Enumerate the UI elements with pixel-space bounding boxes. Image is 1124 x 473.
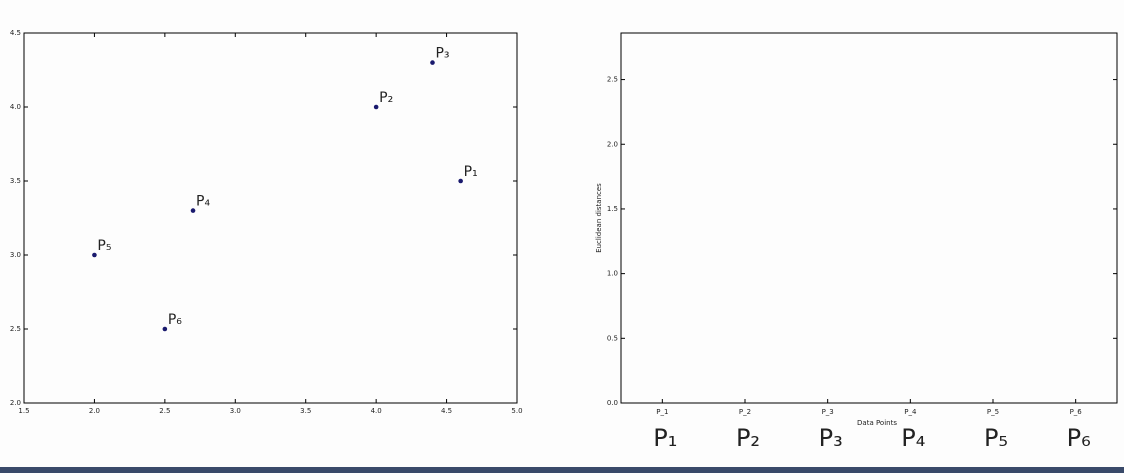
big-label: P₅ xyxy=(984,424,1008,452)
x-tick-label: 4.0 xyxy=(371,407,382,415)
y-tick-label: 4.0 xyxy=(10,103,21,111)
x-tick-label: P_6 xyxy=(1070,408,1083,416)
y-tick-label: 3.0 xyxy=(10,251,21,259)
y-tick-label: 0.0 xyxy=(607,399,618,407)
x-tick-label: P_3 xyxy=(822,408,834,416)
y-tick-label: 0.5 xyxy=(607,334,618,342)
right-axes-frame xyxy=(620,32,1118,404)
point xyxy=(373,104,379,110)
x-tick-label: 2.0 xyxy=(89,407,100,415)
big-label: P₄ xyxy=(901,424,925,452)
big-label: P₁ xyxy=(653,424,677,452)
x-tick-label: 5.0 xyxy=(511,407,522,415)
y-tick-label: 2.0 xyxy=(10,399,21,407)
y-tick-label: 2.5 xyxy=(607,76,618,84)
y-axis-label: Euclidean distances xyxy=(595,183,603,253)
left-axes-frame xyxy=(23,32,518,404)
y-tick-label: 1.0 xyxy=(607,270,618,278)
y-tick-label: 4.5 xyxy=(10,29,21,37)
point-label: P₁ xyxy=(464,164,478,180)
point xyxy=(92,252,97,258)
point xyxy=(190,208,196,213)
y-tick-label: 1.5 xyxy=(607,205,618,213)
big-label: P₂ xyxy=(736,424,760,452)
x-axis-label: Data Points xyxy=(857,419,897,427)
y-tick-label: 3.5 xyxy=(10,177,21,185)
big-label: P₃ xyxy=(819,424,843,452)
point-label: P₆ xyxy=(168,312,182,328)
point-label: P₄ xyxy=(196,194,210,210)
point-label: P₃ xyxy=(435,46,449,62)
bottom-bar xyxy=(0,467,1124,473)
x-tick-label: P_4 xyxy=(904,408,917,416)
y-tick-label: 2.5 xyxy=(10,325,21,333)
big-label: P₆ xyxy=(1067,424,1091,452)
point xyxy=(458,178,463,184)
x-tick-label: P_1 xyxy=(656,408,668,416)
point-label: P₂ xyxy=(379,90,393,106)
point xyxy=(162,326,168,332)
point-label: P₅ xyxy=(97,238,111,254)
x-tick-label: 3.5 xyxy=(300,407,311,415)
x-tick-label: 3.0 xyxy=(230,407,241,415)
x-tick-label: 4.5 xyxy=(441,407,452,415)
y-tick-label: 2.0 xyxy=(607,140,618,148)
x-tick-label: 1.5 xyxy=(18,407,29,415)
x-tick-label: P_5 xyxy=(987,408,999,416)
x-tick-label: P_2 xyxy=(739,408,751,416)
point xyxy=(430,60,435,65)
x-tick-label: 2.5 xyxy=(159,407,170,415)
